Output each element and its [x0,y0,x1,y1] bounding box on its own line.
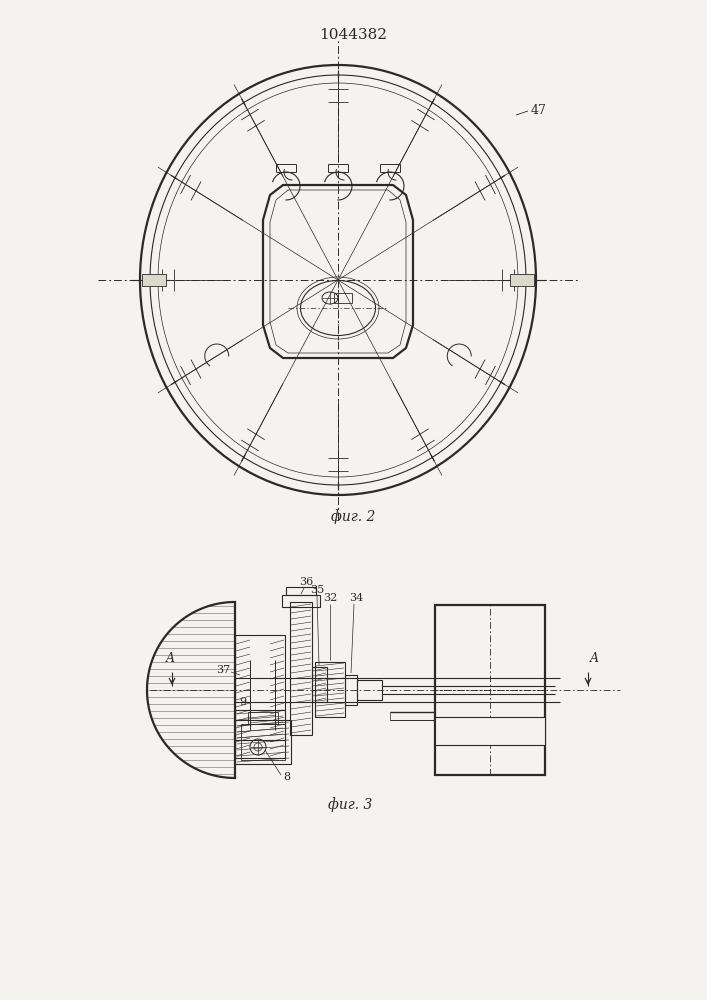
Bar [510,274,534,286]
Bar [248,712,278,724]
Bar [235,710,285,740]
Text: A: A [590,652,599,665]
Bar [345,675,357,705]
Bar [235,635,285,758]
Bar [334,293,352,303]
Text: 37: 37 [216,665,230,675]
Text: 8: 8 [283,772,290,782]
Bar [312,667,327,702]
Text: фиг. 3: фиг. 3 [328,798,372,812]
Bar [286,587,316,595]
Bar [435,717,545,745]
Text: 9: 9 [240,697,247,707]
Text: 35: 35 [310,585,324,595]
Text: фиг. 2: фиг. 2 [331,510,375,524]
Bar [357,680,382,700]
Bar [241,724,285,760]
Text: 36: 36 [299,577,313,587]
Text: 1044382: 1044382 [319,28,387,42]
Text: A: A [165,652,175,665]
Bar [235,720,291,764]
Bar [290,602,312,735]
Text: 34: 34 [349,593,363,603]
Bar [142,274,166,286]
Bar [435,605,545,775]
Text: 47: 47 [531,104,547,116]
Bar [390,712,435,720]
Text: 32: 32 [323,593,337,603]
Bar [315,662,345,717]
Bar [282,595,320,607]
